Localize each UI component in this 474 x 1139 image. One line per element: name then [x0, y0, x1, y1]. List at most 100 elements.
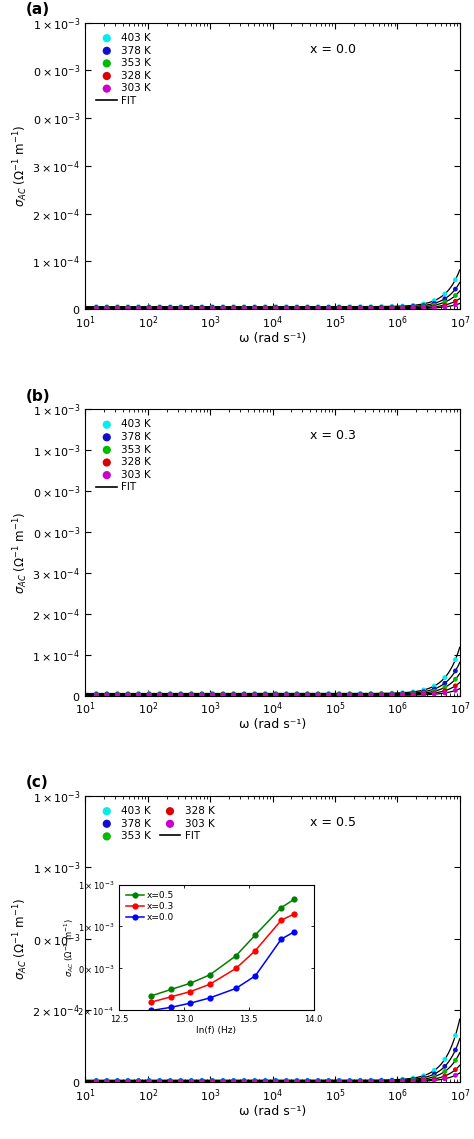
Point: [135, 686, 142, 704]
Point: [441, 296, 448, 314]
Point: [399, 300, 406, 318]
Point: [114, 297, 121, 316]
Point: [177, 298, 184, 317]
Point: [262, 685, 269, 703]
Point: [272, 1072, 280, 1090]
Point: [420, 685, 428, 703]
Point: [325, 300, 332, 318]
Point: [283, 297, 290, 316]
Point: [156, 1071, 164, 1089]
Point: [356, 686, 364, 704]
Point: [420, 682, 428, 700]
Point: [156, 686, 164, 704]
Point: [441, 285, 448, 303]
Point: [325, 1072, 332, 1090]
Point: [251, 1072, 258, 1090]
Point: [166, 298, 174, 317]
Point: [103, 300, 110, 318]
Point: [230, 1072, 237, 1090]
Point: [356, 300, 364, 318]
Point: [346, 1071, 354, 1089]
Point: [430, 1070, 438, 1088]
Point: [103, 1073, 110, 1091]
Point: [399, 1073, 406, 1091]
Point: [103, 685, 110, 703]
Point: [441, 1057, 448, 1075]
Point: [198, 300, 206, 318]
Point: [219, 300, 227, 318]
Point: [420, 686, 428, 704]
Point: [410, 297, 417, 316]
Point: [240, 1071, 248, 1089]
Point: [336, 1072, 343, 1090]
Point: [209, 298, 216, 317]
Point: [177, 1071, 184, 1089]
Point: [166, 685, 174, 703]
Point: [399, 1072, 406, 1090]
Point: [304, 1072, 311, 1090]
Point: [198, 686, 206, 704]
Point: [272, 685, 280, 703]
Point: [92, 297, 100, 316]
Point: [346, 300, 354, 318]
Point: [251, 300, 258, 318]
Point: [336, 686, 343, 704]
Point: [283, 300, 290, 318]
Point: [420, 681, 428, 699]
Point: [293, 297, 301, 316]
Point: [209, 686, 216, 704]
Point: [177, 686, 184, 704]
Point: [410, 1070, 417, 1088]
Point: [388, 298, 396, 317]
Point: [283, 298, 290, 317]
Point: [146, 300, 153, 318]
Point: [378, 1073, 385, 1091]
Point: [430, 1072, 438, 1090]
Point: [452, 292, 459, 310]
Point: [177, 1073, 184, 1091]
Point: [420, 298, 428, 317]
Point: [430, 685, 438, 703]
Point: [378, 298, 385, 317]
Point: [325, 298, 332, 317]
Point: [177, 298, 184, 317]
Point: [92, 300, 100, 318]
Point: [177, 300, 184, 318]
Point: [230, 686, 237, 704]
Point: [92, 1072, 100, 1090]
Point: [272, 297, 280, 316]
Point: [262, 298, 269, 317]
Point: [240, 1073, 248, 1091]
Point: [209, 1071, 216, 1089]
Point: [410, 686, 417, 704]
Point: [135, 1073, 142, 1091]
Text: (a): (a): [26, 2, 49, 17]
Point: [262, 300, 269, 318]
Point: [336, 1072, 343, 1090]
Point: [293, 300, 301, 318]
Point: [103, 686, 110, 704]
Point: [92, 300, 100, 318]
Point: [156, 297, 164, 316]
Point: [198, 1072, 206, 1090]
Point: [272, 1071, 280, 1089]
Point: [441, 681, 448, 699]
Point: [304, 1071, 311, 1089]
Point: [314, 1072, 322, 1090]
Point: [304, 686, 311, 704]
Point: [209, 300, 216, 318]
Point: [262, 686, 269, 704]
Point: [198, 686, 206, 704]
Point: [156, 300, 164, 318]
Point: [367, 298, 374, 317]
Point: [103, 298, 110, 317]
Point: [410, 298, 417, 317]
Point: [283, 686, 290, 704]
Point: [219, 298, 227, 317]
Point: [198, 1071, 206, 1089]
Point: [262, 686, 269, 704]
Point: [135, 1073, 142, 1091]
Point: [177, 1073, 184, 1091]
Point: [230, 297, 237, 316]
Point: [103, 1071, 110, 1089]
